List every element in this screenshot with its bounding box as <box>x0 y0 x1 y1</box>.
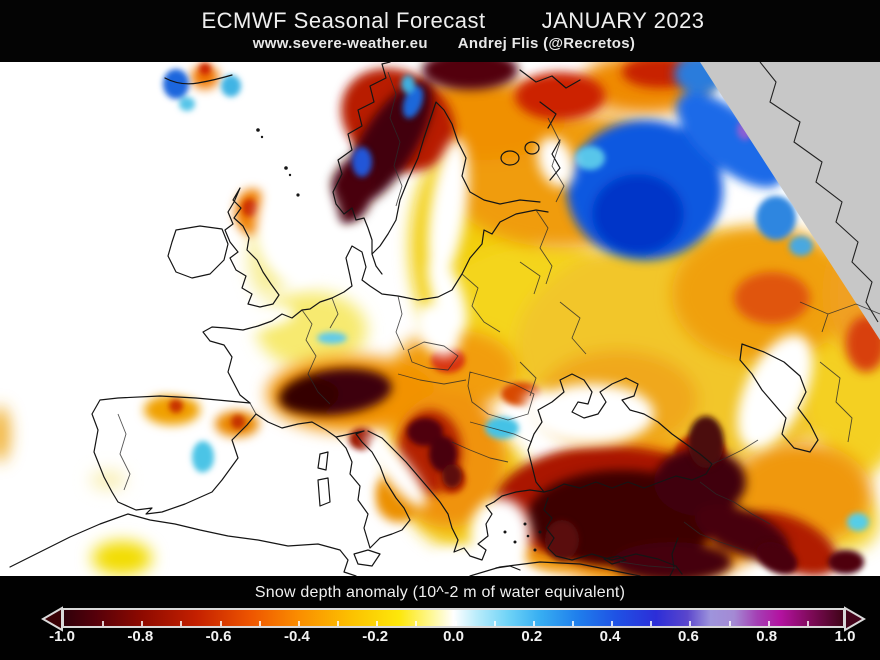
colorbar-minor-tick <box>102 621 105 626</box>
colorbar-minor-tick <box>337 621 340 626</box>
page-title: ECMWF Seasonal Forecast <box>201 8 486 33</box>
country-borders <box>117 71 880 569</box>
colorbar-tick-label: 0.0 <box>443 628 464 645</box>
subtitle-author: Andrej Flis (@Recretos) <box>457 35 636 52</box>
coastlines <box>9 62 819 576</box>
colorbar-tick-label: -0.6 <box>205 628 232 645</box>
colorbar-minor-tick <box>180 621 183 626</box>
colorbar-minor-tick <box>689 621 692 626</box>
colorbar-minor-tick <box>728 621 731 626</box>
colorbar-label: Snow depth anomaly (10^-2 m of water equ… <box>254 584 626 601</box>
colorbar-minor-tick <box>571 621 574 626</box>
colorbar-minor-tick <box>141 621 144 626</box>
colorbar-tick-label: 0.2 <box>521 628 543 645</box>
colorbar-tick-label: 0.6 <box>677 628 699 645</box>
map-area <box>0 62 880 576</box>
colorbar-minor-tick <box>650 621 653 626</box>
colorbar-panel: Snow depth anomaly (10^-2 m of water equ… <box>0 576 880 660</box>
colorbar-minor-tick <box>219 621 222 626</box>
colorbar-tick-label: -0.8 <box>127 628 154 645</box>
colorbar-tick-label: 0.8 <box>756 628 778 645</box>
colorbar-minor-tick <box>493 621 496 626</box>
arctic-coastline <box>759 62 879 323</box>
colorbar-minor-tick <box>806 621 809 626</box>
colorbar-tick-label: -1.0 <box>49 628 75 645</box>
colorbar-tick-label: -0.4 <box>283 628 310 645</box>
subtitle-website: www.severe-weather.eu <box>252 35 428 52</box>
colorbar-minor-tick <box>454 621 457 626</box>
colorbar-right-arrow-icon <box>844 606 866 632</box>
colorbar-minor-tick <box>376 621 379 626</box>
colorbar-minor-tick <box>297 621 300 626</box>
out-of-domain-region <box>700 62 880 340</box>
island-dots <box>256 128 542 552</box>
colorbar-tick-labels: -1.0 -0.8 -0.6 -0.4 -0.2 0.0 0.2 0.4 0.6 0.8 1.0 <box>0 628 880 648</box>
title-date: JANUARY 2023 <box>541 8 705 33</box>
title-row: ECMWF Seasonal Forecast JANUARY 2023 <box>0 8 880 34</box>
colorbar-minor-tick <box>415 621 418 626</box>
header: ECMWF Seasonal Forecast JANUARY 2023 www… <box>0 0 880 62</box>
subtitle-row: www.severe-weather.eu Andrej Flis (@Recr… <box>0 35 880 52</box>
colorbar-minor-tick <box>532 621 535 626</box>
colorbar-gradient <box>62 608 845 628</box>
europe-anomaly-map <box>0 62 880 576</box>
sea-masks <box>144 136 813 576</box>
colorbar-minor-tick <box>611 621 614 626</box>
colorbar-tick-label: -0.2 <box>362 628 389 645</box>
colorbar-tick-label: 0.4 <box>599 628 621 645</box>
colorbar-minor-tick <box>258 621 261 626</box>
colorbar-tick-label: 1.0 <box>834 628 856 645</box>
colorbar-minor-tick <box>767 621 770 626</box>
